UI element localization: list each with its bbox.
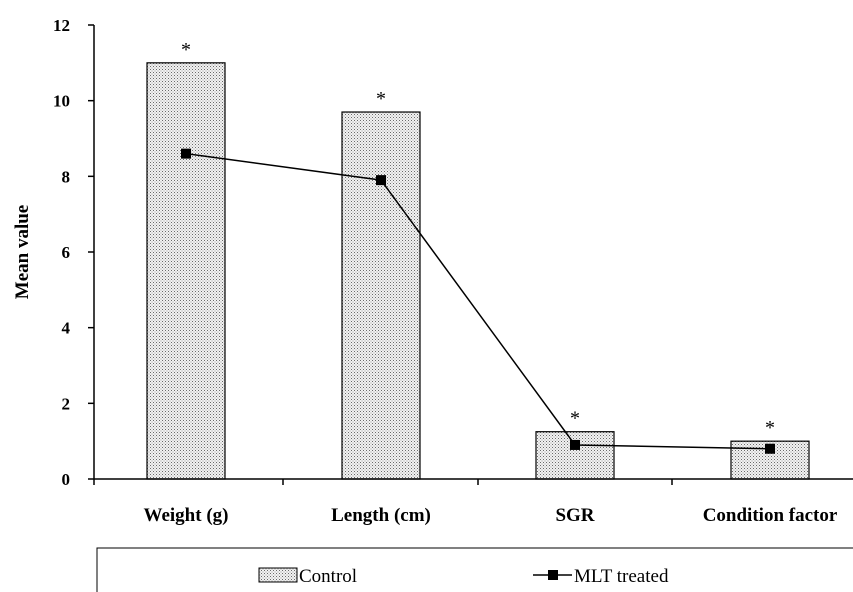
mlt-treated-point: [765, 444, 775, 454]
y-tick-label: 4: [62, 319, 71, 338]
y-tick-label: 12: [53, 16, 70, 35]
legend-mlt-label: MLT treated: [574, 566, 669, 587]
legend-box: [97, 548, 853, 592]
x-tick-labels: Weight (g) Length (cm) SGR Condition factor: [94, 479, 853, 526]
legend-control-label: Control: [299, 566, 357, 587]
y-axis-title: Mean value: [12, 205, 33, 299]
control-bar: [147, 63, 225, 479]
mlt-treated-series: [181, 149, 775, 454]
significance-star: *: [570, 408, 580, 430]
x-tick-label: SGR: [555, 505, 594, 526]
y-tick-label: 2: [62, 394, 71, 413]
significance-star: *: [765, 417, 775, 439]
x-tick-label: Condition factor: [703, 505, 838, 526]
control-bar: [342, 112, 420, 479]
mlt-treated-point: [181, 149, 191, 159]
legend: Control MLT treated: [97, 548, 853, 592]
y-tick-label: 6: [62, 243, 71, 262]
y-tick-label: 10: [53, 92, 70, 111]
y-ticks: 0 2 4 6 8 10 12: [53, 16, 94, 489]
significance-star: *: [376, 88, 386, 110]
significance-star: *: [181, 39, 191, 61]
y-tick-label: 0: [62, 470, 71, 489]
mlt-treated-line: [186, 154, 770, 449]
x-tick-label: Weight (g): [144, 505, 229, 526]
control-bars: [147, 63, 809, 479]
legend-control-swatch: [259, 568, 297, 582]
control-bar: [536, 432, 614, 479]
legend-mlt-marker: [548, 570, 558, 580]
mlt-treated-point: [376, 175, 386, 185]
x-tick-label: Length (cm): [331, 505, 431, 526]
significance-markers: * * * *: [181, 39, 775, 439]
mlt-treated-point: [570, 440, 580, 450]
y-tick-label: 8: [62, 167, 71, 186]
